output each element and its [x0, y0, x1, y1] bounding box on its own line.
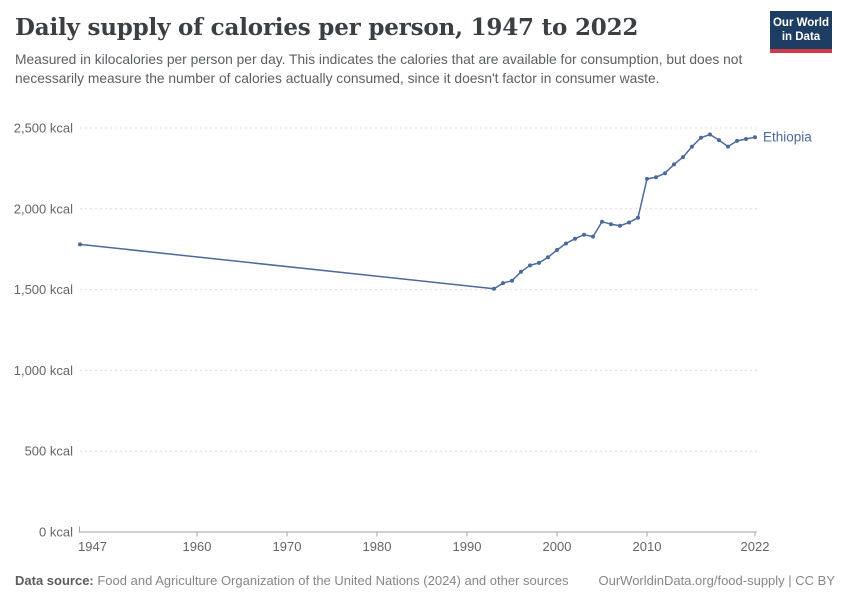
- data-point: [726, 144, 730, 149]
- data-point: [609, 222, 613, 227]
- data-point: [510, 278, 514, 283]
- page-title: Daily supply of calories per person, 194…: [15, 14, 639, 41]
- x-axis-label: 1960: [183, 539, 212, 554]
- y-axis-label: 1,000 kcal: [14, 363, 73, 378]
- data-point: [627, 220, 631, 225]
- x-axis-label: 1990: [453, 539, 482, 554]
- data-point: [591, 234, 595, 239]
- owid-logo[interactable]: Our World in Data: [770, 11, 832, 53]
- data-point: [663, 171, 667, 176]
- trend-line[interactable]: [79, 133, 756, 290]
- data-point: [573, 236, 577, 241]
- x-axis-label: 2010: [633, 539, 662, 554]
- chart-footer: Data source: Food and Agriculture Organi…: [15, 573, 835, 588]
- data-source-text: Food and Agriculture Organization of the…: [93, 573, 569, 588]
- data-point: [699, 135, 703, 140]
- data-point: [537, 260, 541, 265]
- data-point: [672, 162, 676, 167]
- data-point: [654, 175, 658, 180]
- data-point: [600, 219, 604, 224]
- data-point: [618, 223, 622, 228]
- owid-logo-line1: Our World: [772, 17, 829, 29]
- data-point: [708, 132, 712, 137]
- data-point: [501, 281, 505, 286]
- data-point: [78, 242, 82, 247]
- entity-label[interactable]: Ethiopia: [763, 130, 812, 145]
- owid-logo-line2: in Data: [781, 30, 821, 43]
- y-axis-label: 2,000 kcal: [14, 201, 73, 216]
- x-axis-label: 2022: [741, 539, 770, 554]
- data-point: [744, 137, 748, 141]
- data-point: [735, 138, 739, 143]
- data-point: [690, 144, 694, 149]
- x-axis-label: 1980: [363, 539, 392, 554]
- data-point: [519, 269, 523, 274]
- data-point: [528, 263, 532, 268]
- chart-header: Daily supply of calories per person, 194…: [15, 14, 755, 88]
- data-point: [717, 138, 721, 143]
- y-axis-label: 500 kcal: [25, 444, 74, 459]
- data-point: [492, 286, 496, 291]
- data-source: Data source: Food and Agriculture Organi…: [15, 573, 569, 588]
- x-axis-label: 1947: [78, 539, 107, 554]
- data-point: [546, 255, 550, 260]
- data-point: [582, 232, 586, 237]
- credit-link[interactable]: OurWorldinData.org/food-supply | CC BY: [598, 573, 835, 588]
- y-axis-label: 1,500 kcal: [14, 282, 73, 297]
- data-point: [636, 215, 640, 220]
- x-axis-label: 1970: [273, 539, 302, 554]
- x-axis-label: 2000: [543, 539, 572, 554]
- y-axis-label: 0 kcal: [39, 525, 73, 540]
- data-point: [555, 248, 559, 252]
- chart-subtitle: Measured in kilocalories per person per …: [15, 52, 743, 86]
- data-point: [564, 241, 568, 246]
- data-point: [753, 135, 757, 140]
- data-point: [645, 176, 649, 181]
- data-source-label: Data source:: [15, 573, 94, 588]
- data-point: [681, 155, 685, 160]
- y-axis-label: 2,500 kcal: [14, 121, 73, 136]
